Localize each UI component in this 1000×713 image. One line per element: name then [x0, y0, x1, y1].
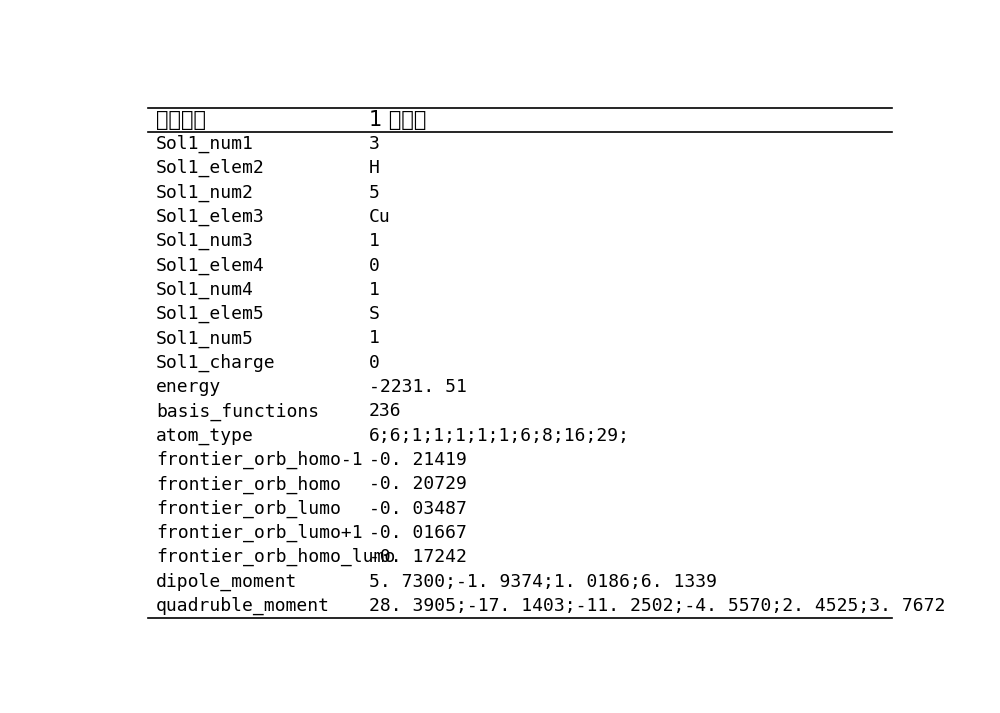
- Text: frontier_orb_lumo: frontier_orb_lumo: [156, 500, 341, 518]
- Text: energy: energy: [156, 378, 221, 396]
- Text: -2231. 51: -2231. 51: [369, 378, 467, 396]
- Text: Sol1_elem3: Sol1_elem3: [156, 207, 265, 226]
- Text: 5: 5: [369, 184, 380, 202]
- Text: 1: 1: [369, 329, 380, 347]
- Text: 提取信息: 提取信息: [156, 110, 206, 130]
- Text: -0. 21419: -0. 21419: [369, 451, 467, 469]
- Text: Sol1_elem2: Sol1_elem2: [156, 159, 265, 178]
- Text: -0. 03487: -0. 03487: [369, 500, 467, 518]
- Text: 6;6;1;1;1;1;1;6;8;16;29;: 6;6;1;1;1;1;1;6;8;16;29;: [369, 427, 630, 445]
- Text: Sol1_charge: Sol1_charge: [156, 354, 276, 372]
- Text: 3: 3: [369, 135, 380, 153]
- Text: basis_functions: basis_functions: [156, 402, 319, 421]
- Text: -0. 17242: -0. 17242: [369, 548, 467, 566]
- Text: atom_type: atom_type: [156, 427, 254, 445]
- Text: 0: 0: [369, 257, 380, 275]
- Text: Sol1_num1: Sol1_num1: [156, 135, 254, 153]
- Text: 0: 0: [369, 354, 380, 371]
- Text: frontier_orb_homo: frontier_orb_homo: [156, 476, 341, 493]
- Text: Sol1_num2: Sol1_num2: [156, 183, 254, 202]
- Text: 5. 7300;-1. 9374;1. 0186;6. 1339: 5. 7300;-1. 9374;1. 0186;6. 1339: [369, 573, 717, 590]
- Text: Cu: Cu: [369, 208, 391, 226]
- Text: 1: 1: [369, 232, 380, 250]
- Text: 1: 1: [369, 281, 380, 299]
- Text: Sol1_num5: Sol1_num5: [156, 329, 254, 348]
- Text: Sol1_num4: Sol1_num4: [156, 281, 254, 299]
- Text: -0. 20729: -0. 20729: [369, 476, 467, 493]
- Text: Sol1_elem4: Sol1_elem4: [156, 257, 265, 275]
- Text: frontier_orb_lumo+1: frontier_orb_lumo+1: [156, 524, 363, 542]
- Text: dipole_moment: dipole_moment: [156, 573, 297, 591]
- Text: frontier_orb_homo_lumo: frontier_orb_homo_lumo: [156, 548, 395, 566]
- Text: Sol1_elem5: Sol1_elem5: [156, 305, 265, 323]
- Text: quadruble_moment: quadruble_moment: [156, 597, 330, 615]
- Text: 28. 3905;-17. 1403;-11. 2502;-4. 5570;2. 4525;3. 7672: 28. 3905;-17. 1403;-11. 2502;-4. 5570;2.…: [369, 597, 946, 615]
- Text: S: S: [369, 305, 380, 323]
- Text: H: H: [369, 159, 380, 178]
- Text: Sol1_num3: Sol1_num3: [156, 232, 254, 250]
- Text: frontier_orb_homo-1: frontier_orb_homo-1: [156, 451, 363, 469]
- Text: 1 号分子: 1 号分子: [369, 110, 426, 130]
- Text: 236: 236: [369, 402, 402, 421]
- Text: -0. 01667: -0. 01667: [369, 524, 467, 542]
